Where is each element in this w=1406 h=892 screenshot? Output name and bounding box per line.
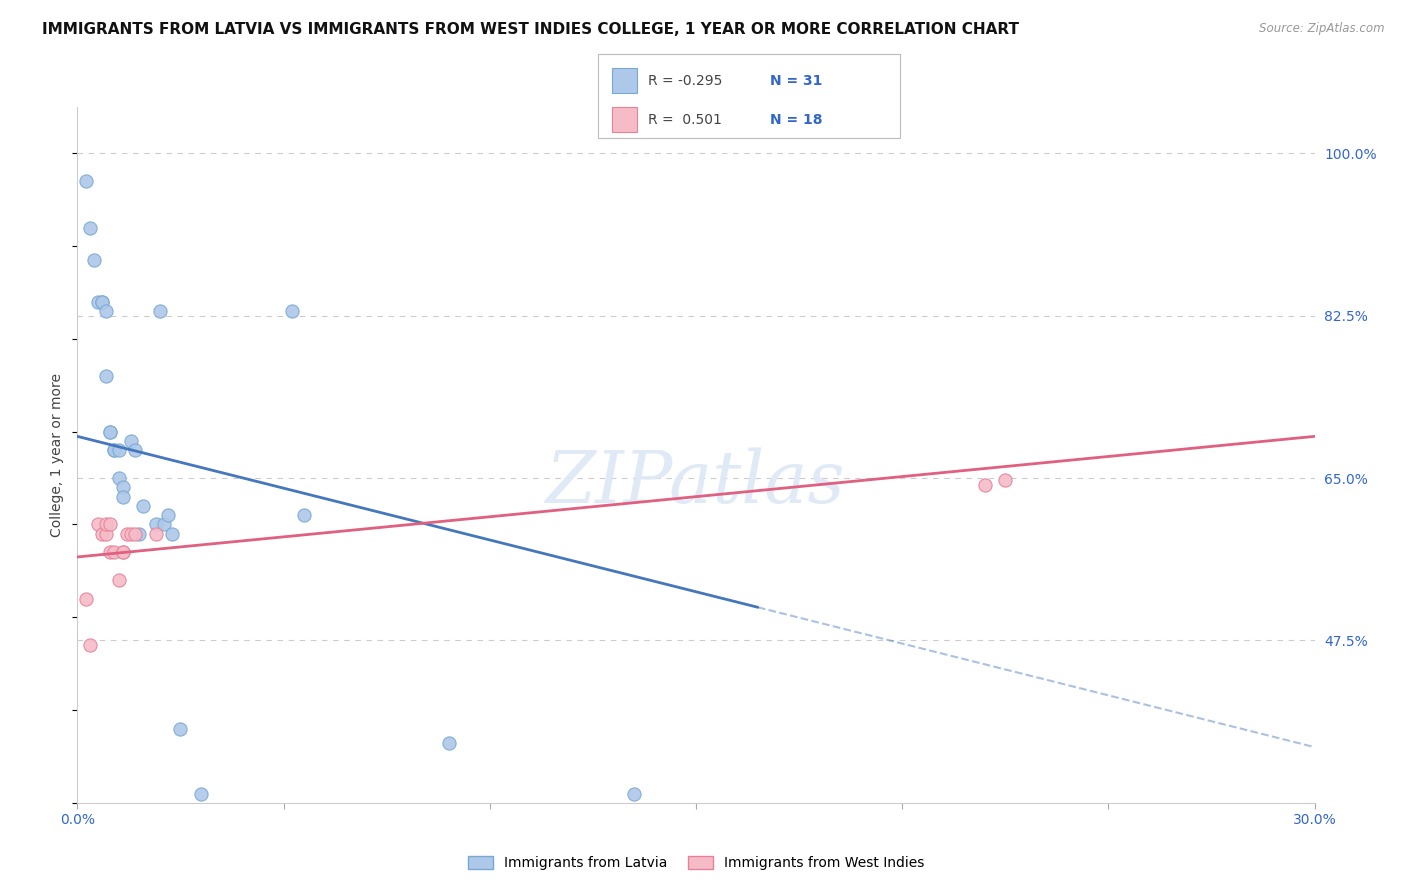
Point [124, 526, 146, 541]
Point [973, 477, 995, 491]
Point [169, 722, 191, 736]
Point [91, 294, 114, 309]
Point [79, 220, 101, 235]
Point [91, 294, 114, 309]
Point [111, 480, 134, 494]
Point [111, 545, 134, 559]
Point [98, 425, 121, 439]
Point [120, 434, 142, 448]
Point [75, 174, 97, 188]
Point [128, 526, 150, 541]
Point [120, 526, 142, 541]
Point [96, 517, 118, 532]
Point [145, 526, 167, 541]
Point [91, 526, 114, 541]
Point [153, 517, 176, 532]
Point [98, 517, 121, 532]
Text: Source: ZipAtlas.com: Source: ZipAtlas.com [1260, 22, 1385, 36]
Point [107, 573, 129, 587]
Point [111, 545, 134, 559]
Point [75, 591, 97, 606]
Point [103, 545, 125, 559]
Point [623, 787, 645, 801]
Point [124, 443, 146, 458]
Point [83, 253, 105, 268]
Text: N = 18: N = 18 [770, 112, 823, 127]
Text: R =  0.501: R = 0.501 [648, 112, 723, 127]
Point [79, 638, 101, 652]
Point [160, 526, 183, 541]
Point [103, 443, 125, 458]
Point [190, 787, 212, 801]
Point [281, 304, 304, 318]
Point [111, 490, 134, 504]
Point [107, 471, 129, 485]
Point [292, 508, 315, 523]
Point [87, 294, 110, 309]
Point [98, 545, 121, 559]
Point [96, 369, 118, 384]
Point [132, 499, 155, 513]
Point [103, 443, 125, 458]
Point [157, 508, 180, 523]
Text: N = 31: N = 31 [770, 74, 823, 87]
Point [87, 517, 110, 532]
Point [149, 304, 172, 318]
Text: ZIPatlas: ZIPatlas [546, 448, 846, 518]
Point [96, 304, 118, 318]
Y-axis label: College, 1 year or more: College, 1 year or more [51, 373, 65, 537]
Point [107, 443, 129, 458]
Legend: Immigrants from Latvia, Immigrants from West Indies: Immigrants from Latvia, Immigrants from … [463, 851, 929, 876]
Point [98, 425, 121, 439]
Point [96, 526, 118, 541]
Point [994, 473, 1017, 487]
Point [437, 735, 460, 749]
Point [145, 517, 167, 532]
Point [115, 526, 138, 541]
Text: R = -0.295: R = -0.295 [648, 74, 723, 87]
Text: IMMIGRANTS FROM LATVIA VS IMMIGRANTS FROM WEST INDIES COLLEGE, 1 YEAR OR MORE CO: IMMIGRANTS FROM LATVIA VS IMMIGRANTS FRO… [42, 22, 1019, 37]
